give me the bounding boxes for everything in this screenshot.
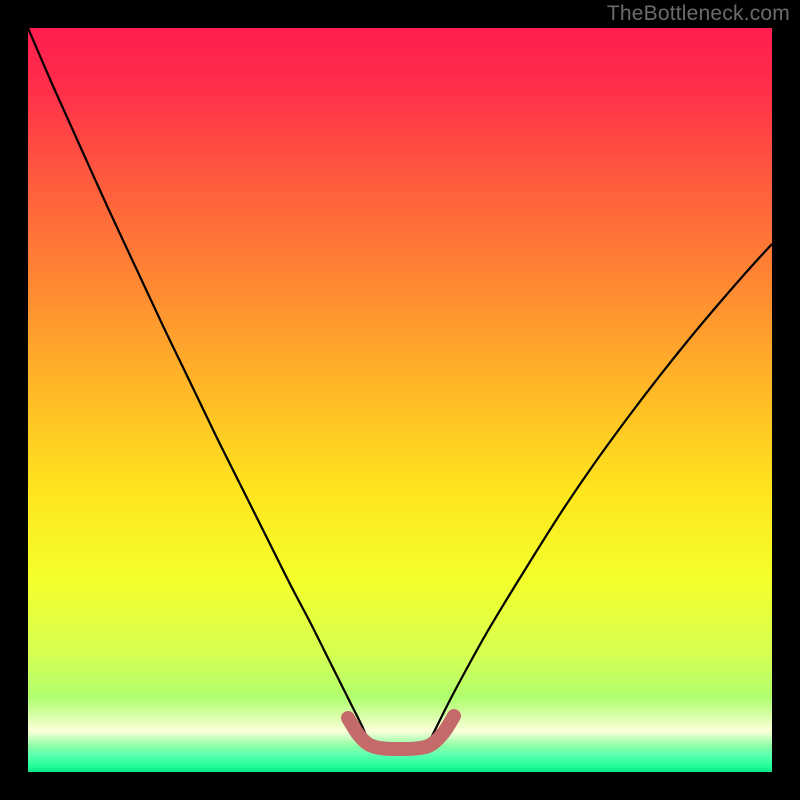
gradient-background [28,28,772,772]
watermark-text: TheBottleneck.com [607,2,790,26]
plot-area [28,28,772,772]
chart-frame: TheBottleneck.com [0,0,800,800]
plot-svg [28,28,772,772]
